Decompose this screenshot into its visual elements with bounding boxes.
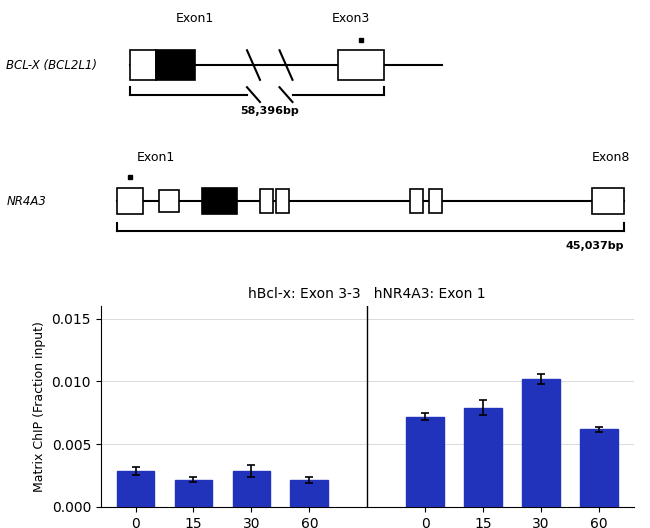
Text: Exon8: Exon8 (592, 151, 630, 164)
Y-axis label: Matrix ChIP (Fraction input): Matrix ChIP (Fraction input) (33, 321, 46, 492)
Text: NR4A3: NR4A3 (6, 194, 46, 208)
Text: Exon1: Exon1 (176, 12, 214, 25)
Bar (464, 408, 502, 507)
Bar (117, 471, 154, 507)
Bar (429, 189, 442, 213)
Bar (580, 429, 618, 507)
Bar (233, 471, 270, 507)
Text: 58,396bp: 58,396bp (240, 107, 299, 117)
Bar (276, 189, 289, 213)
Bar (260, 189, 273, 213)
Text: 45,037bp: 45,037bp (566, 241, 624, 251)
Bar (117, 188, 143, 214)
Bar (202, 188, 237, 214)
Text: BCL-X (BCL2L1): BCL-X (BCL2L1) (6, 59, 97, 72)
Bar (156, 50, 195, 80)
Bar (410, 189, 422, 213)
Bar (406, 417, 444, 507)
Title: hBcl-x: Exon 3-3   hNR4A3: Exon 1: hBcl-x: Exon 3-3 hNR4A3: Exon 1 (248, 287, 486, 301)
Text: Exon3: Exon3 (332, 12, 370, 25)
Bar (159, 190, 179, 212)
Bar (592, 188, 624, 214)
Bar (130, 50, 156, 80)
Text: Exon1: Exon1 (137, 151, 175, 164)
Bar (522, 379, 560, 507)
Bar (338, 50, 384, 80)
Bar (291, 480, 328, 507)
Bar (175, 480, 213, 507)
